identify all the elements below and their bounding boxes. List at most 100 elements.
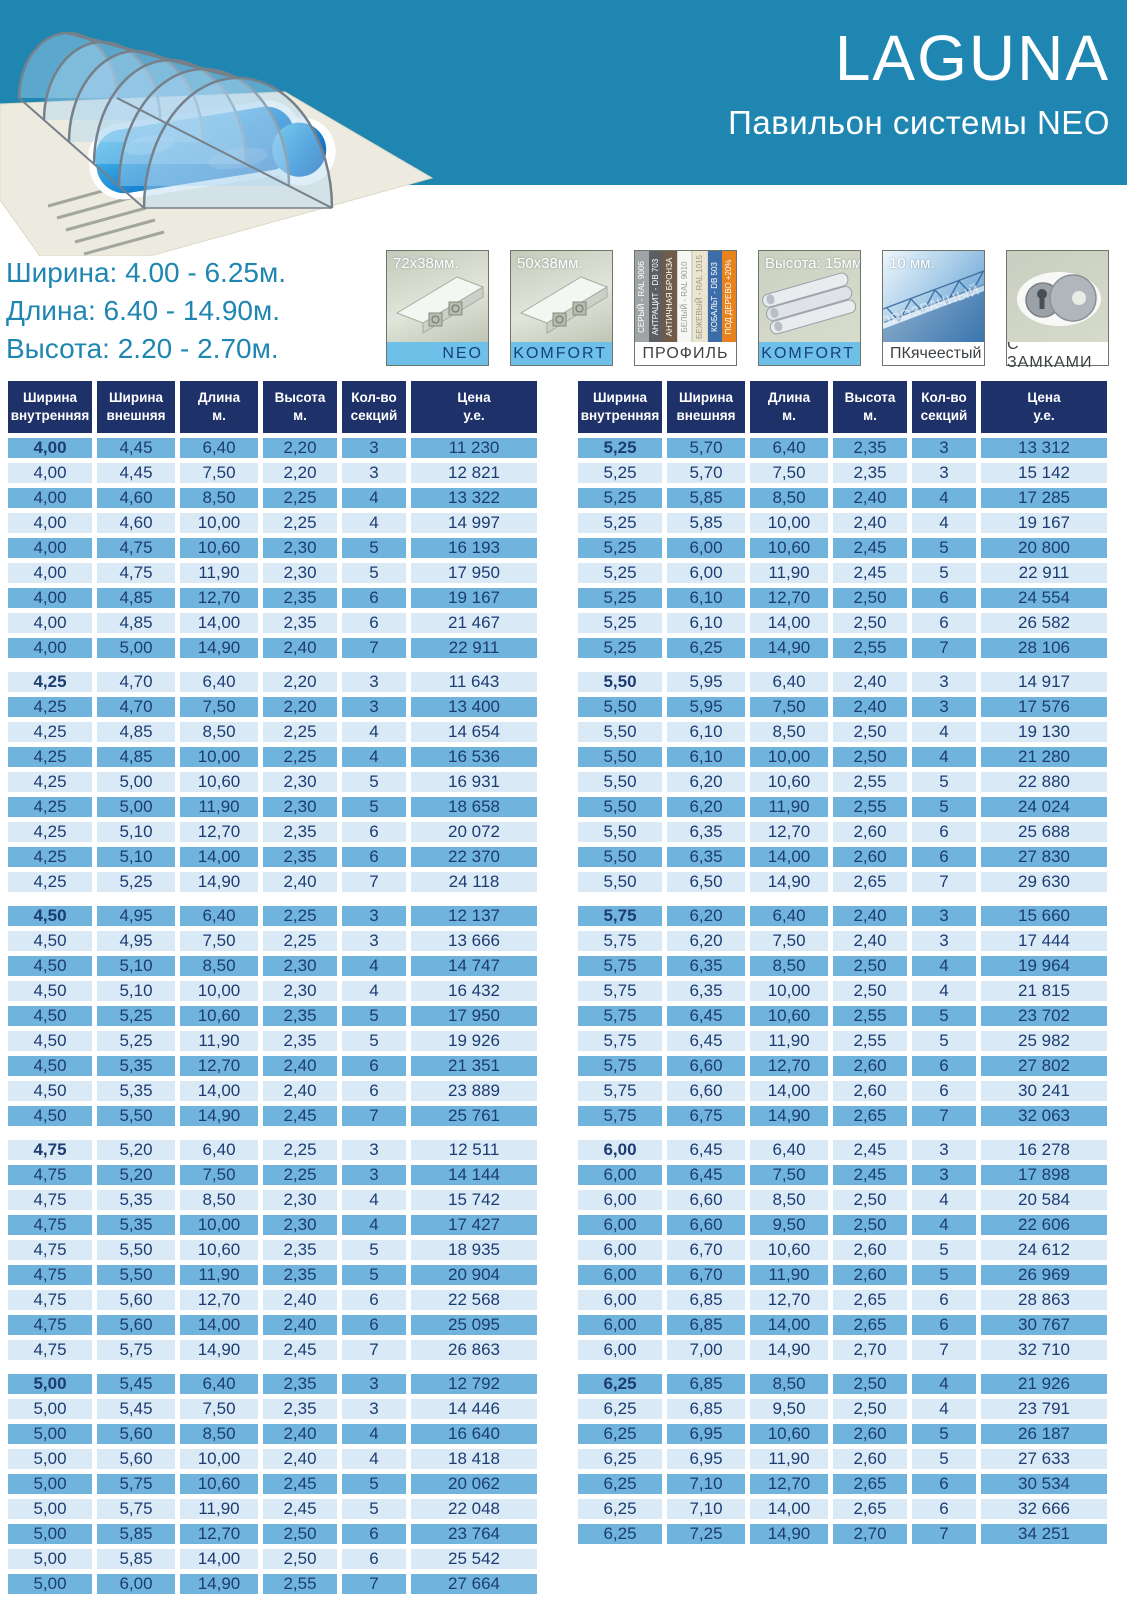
table-cell: 17 576	[981, 697, 1107, 717]
table-cell: 20 062	[411, 1474, 537, 1494]
price-table-left: Ширина внутренняя Ширина внешняя Длина м. В…	[3, 376, 542, 1599]
table-cell: 6,70	[667, 1265, 745, 1285]
table-cell: 2,55	[833, 638, 907, 658]
table-row: 6,00 6,85 14,00 2,65 6 30 767	[578, 1315, 1107, 1335]
brand-block: LAGUNA Павильон системы NEO	[728, 26, 1110, 142]
badge-band-label: KOMFORT	[511, 342, 612, 365]
table-cell: 2,70	[833, 1340, 907, 1360]
table-cell: 5,50	[578, 672, 662, 692]
table-cell: 2,40	[263, 872, 337, 892]
table-cell: 29 630	[981, 872, 1107, 892]
table-cell: 5,60	[97, 1290, 175, 1310]
table-cell: 30 534	[981, 1474, 1107, 1494]
table-row: 6,00 6,45 6,40 2,45 3 16 278	[578, 1140, 1107, 1160]
table-cell: 5,25	[578, 613, 662, 633]
table-cell: 5	[342, 1499, 406, 1519]
table-cell: 9,50	[750, 1399, 828, 1419]
table-cell: 2,55	[833, 772, 907, 792]
table-cell: 5,45	[97, 1399, 175, 1419]
table-cell: 5,75	[97, 1340, 175, 1360]
badge-band-label: ПК ячеестый	[883, 342, 984, 365]
column-header: Кол-во секций	[912, 381, 976, 433]
color-stripe: БЕЛЫЙ - RAL 9010	[676, 251, 693, 342]
table-cell: 5	[342, 563, 406, 583]
table-cell: 5	[342, 772, 406, 792]
table-cell: 5,85	[97, 1524, 175, 1544]
table-cell: 4	[342, 1424, 406, 1444]
table-cell: 5,50	[578, 797, 662, 817]
table-cell: 12 821	[411, 463, 537, 483]
table-cell: 6,85	[667, 1290, 745, 1310]
table-row: 4,50 5,25 11,90 2,35 5 19 926	[8, 1031, 537, 1051]
table-row: 4,25 5,10 14,00 2,35 6 22 370	[8, 847, 537, 867]
table-cell: 7,50	[180, 697, 258, 717]
badge-image-lock	[1007, 251, 1108, 342]
table-cell: 4,25	[8, 797, 92, 817]
table-cell: 2,55	[833, 797, 907, 817]
table-cell: 26 187	[981, 1424, 1107, 1444]
table-cell: 25 761	[411, 1106, 537, 1126]
feature-badges: 72x38мм. NEO 50x38мм. KOMFORT СЕРЫЙ - RAL 90…	[386, 250, 1109, 371]
table-cell: 5,25	[578, 463, 662, 483]
table-cell: 2,35	[263, 588, 337, 608]
table-cell: 15 660	[981, 906, 1107, 926]
table-body: 4,00 4,45 6,40 2,20 3 11 230 4,00 4,45 7,50 2,20 3…	[8, 438, 537, 1594]
table-cell: 6	[912, 1499, 976, 1519]
table-row: 4,50 5,35 14,00 2,40 6 23 889	[8, 1081, 537, 1101]
table-row: 5,00 5,85 14,00 2,50 6 25 542	[8, 1549, 537, 1569]
table-cell: 21 926	[981, 1374, 1107, 1394]
length-range: Длина: 6.40 - 14.90м.	[6, 295, 281, 326]
table-cell: 6,25	[578, 1524, 662, 1544]
table-cell: 24 024	[981, 797, 1107, 817]
table-cell: 4,85	[97, 613, 175, 633]
table-cell: 6,25	[578, 1474, 662, 1494]
table-cell: 5,00	[8, 1474, 92, 1494]
table-row: 4,75 5,75 14,90 2,45 7 26 863	[8, 1340, 537, 1360]
table-cell: 19 167	[411, 588, 537, 608]
table-cell: 23 764	[411, 1524, 537, 1544]
table-cell: 4,25	[8, 772, 92, 792]
table-cell: 3	[342, 697, 406, 717]
table-cell: 4	[912, 513, 976, 533]
table-cell: 3	[342, 1374, 406, 1394]
pool-enclosure-illustration	[0, 31, 434, 256]
table-cell: 3	[342, 1140, 406, 1160]
table-row: 6,25 6,95 11,90 2,60 5 27 633	[578, 1449, 1107, 1469]
table-row: 4,75 5,50 10,60 2,35 5 18 935	[8, 1240, 537, 1260]
table-row: 5,75 6,45 10,60 2,55 5 23 702	[578, 1006, 1107, 1026]
band-left-label: ПК	[890, 344, 911, 362]
table-row: 5,00 5,75 10,60 2,45 5 20 062	[8, 1474, 537, 1494]
table-cell: 2,35	[263, 822, 337, 842]
table-cell: 4	[912, 722, 976, 742]
column-header: Ширина внешняя	[97, 381, 175, 433]
table-row: 4,50 5,35 12,70 2,40 6 21 351	[8, 1056, 537, 1076]
color-stripe-label: КОБАЛЬТ - DB 503	[710, 261, 720, 332]
column-header: Ширина внутренняя	[8, 381, 92, 433]
dimensions-summary: Ширина: 4.00 - 6.25м. Длина: 6.40 - 14.9…	[6, 254, 286, 368]
table-cell: 2,65	[833, 872, 907, 892]
table-cell: 5	[342, 1006, 406, 1026]
table-cell: 5,75	[578, 931, 662, 951]
table-cell: 5,70	[667, 463, 745, 483]
table-cell: 4	[342, 981, 406, 1001]
aluminum-profile-art	[395, 276, 485, 334]
table-cell: 11,90	[750, 1265, 828, 1285]
table-cell: 8,50	[750, 1190, 828, 1210]
badge-caption: 50x38мм.	[517, 255, 583, 272]
table-cell: 4,00	[8, 438, 92, 458]
table-cell: 2,40	[833, 931, 907, 951]
table-cell: 4,00	[8, 563, 92, 583]
table-cell: 4,25	[8, 697, 92, 717]
table-row: 4,75 5,20 6,40 2,25 3 12 511	[8, 1140, 537, 1160]
table-cell: 12,70	[750, 1290, 828, 1310]
table-cell: 11,90	[750, 797, 828, 817]
table-cell: 5,50	[97, 1265, 175, 1285]
table-row: 4,00 4,60 8,50 2,25 4 13 322	[8, 488, 537, 508]
table-cell: 4,95	[97, 931, 175, 951]
table-cell: 6	[912, 588, 976, 608]
table-cell: 6,45	[667, 1165, 745, 1185]
table-cell: 10,00	[180, 981, 258, 1001]
table-cell: 6	[342, 1549, 406, 1569]
table-cell: 6,00	[97, 1574, 175, 1594]
column-header: Кол-во секций	[342, 381, 406, 433]
